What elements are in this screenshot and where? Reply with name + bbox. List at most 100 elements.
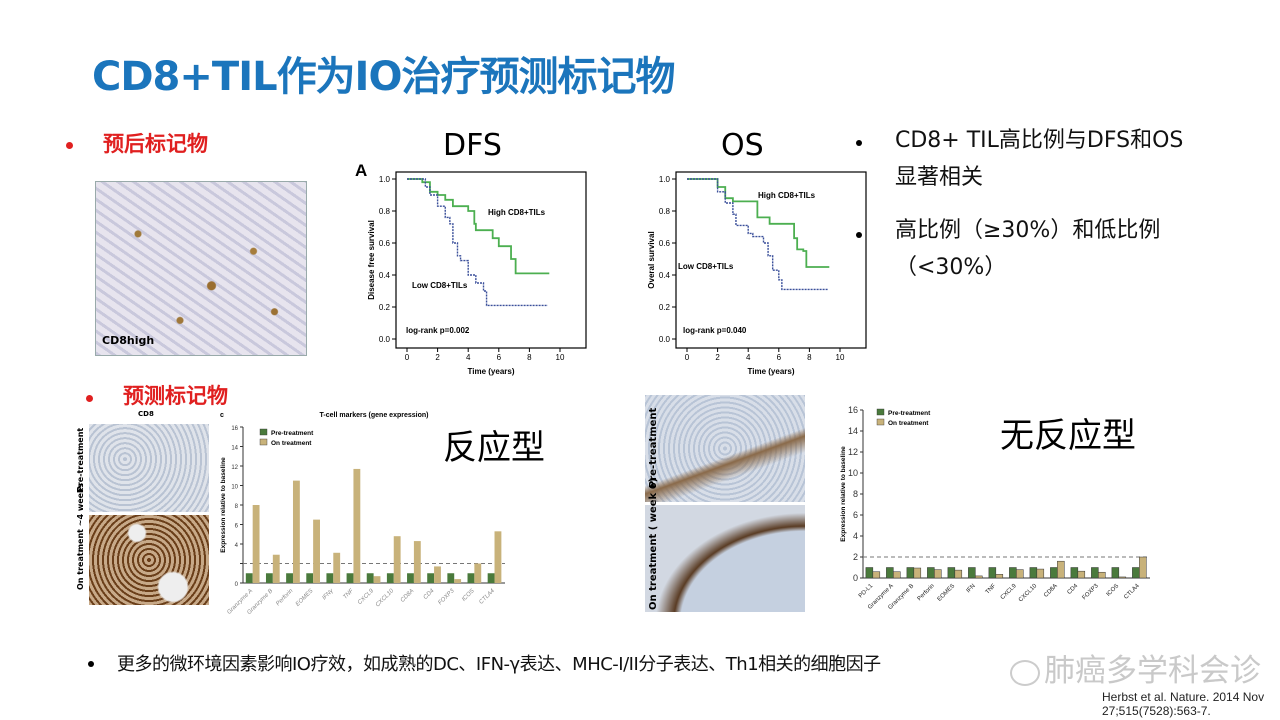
legend-label: On treatment: [271, 440, 312, 447]
ihc-image-nonresponder-pre: [645, 395, 805, 502]
y-axis-label: Disease free survival: [367, 220, 376, 300]
km-curve-low: [687, 178, 828, 291]
km-chart-os: 0.0 0.2 0.4 0.6 0.8 1.0 0 2 4 6 8 10 Time (years) Ove…: [647, 171, 867, 376]
km-chart-dfs: A 0.0 0.2 0.4 0.6 0.8 1.0 0 2 4 6 8 10 Time (years) Di…: [355, 161, 587, 376]
slide-title: CD8+TIL作为IO治疗预测标记物: [92, 54, 675, 100]
bar-on: [1016, 569, 1024, 579]
bar-pre: [346, 573, 354, 583]
bottom-bullet-text: 更多的微环境因素影响IO疗效，如成熟的DC、IFN-γ表达、MHC-I/II分子…: [117, 654, 881, 675]
x-tick-label: ICOS: [461, 588, 476, 603]
panel-label: A: [355, 161, 367, 180]
bar-pre: [386, 573, 394, 583]
y-tick-label: 0: [853, 573, 858, 583]
x-tick-label: Perforin: [917, 583, 936, 602]
y-tick-label: 1.0: [659, 175, 671, 184]
dfs-header: DFS: [443, 128, 502, 163]
y-tick-label: 14: [231, 446, 238, 452]
x-tick-label: 0: [685, 353, 690, 362]
text-line: （<30%）: [895, 255, 1007, 280]
bar-on: [454, 579, 462, 583]
bar-pre: [1070, 567, 1079, 579]
text-line: CD8+ TIL高比例与DFS和OS: [895, 128, 1184, 153]
x-tick-label: CD8A: [1043, 583, 1059, 599]
x-tick-label: PD-L1: [858, 583, 875, 600]
on-label: On treatment ~4 weeks: [76, 482, 85, 590]
y-tick-label: 8: [235, 504, 239, 510]
x-tick-label: CTLA4: [1123, 583, 1141, 601]
series-label-high: High CD8+TILs: [488, 208, 546, 217]
legend-swatch: [876, 408, 885, 416]
y-tick-label: 0.0: [659, 335, 671, 344]
watermark-text: 肺癌多学科会诊: [1044, 653, 1261, 689]
y-tick-label: 0.0: [379, 335, 391, 344]
image-label: CD8high: [102, 334, 155, 347]
bar-pre: [1050, 567, 1058, 579]
x-tick-label: 8: [527, 353, 532, 362]
bar-on: [995, 574, 1004, 579]
y-tick-label: 0.2: [659, 303, 671, 312]
x-tick-label: IFN: [966, 583, 977, 594]
bullet-dot: [856, 232, 862, 238]
bar-pre: [865, 567, 874, 579]
y-tick-label: 0.2: [379, 303, 391, 312]
bar-pre: [1091, 567, 1099, 579]
x-tick-label: FOXP3: [437, 588, 456, 607]
legend-swatch: [259, 428, 268, 436]
plot-frame: [395, 171, 587, 349]
km-curve-high: [407, 178, 550, 275]
citation: Herbst et al. Nature. 2014 Nov 27;515(75…: [1102, 690, 1265, 718]
bar-pre: [988, 567, 997, 579]
y-tick-label: 0.6: [379, 239, 391, 248]
x-tick-label: CXCL9: [1000, 583, 1018, 601]
bar-pre: [265, 573, 273, 583]
x-tick-label: 0: [405, 353, 410, 362]
x-tick-label: IFNγ: [322, 587, 336, 601]
bar-on: [1077, 570, 1086, 579]
bar-pre: [306, 573, 314, 583]
image-title: CD8: [138, 410, 154, 418]
bar-on: [893, 571, 901, 579]
x-tick-label: 6: [777, 353, 782, 362]
x-tick-label: FOXP3: [1082, 583, 1101, 602]
km-curve-low: [407, 178, 548, 307]
os-header: OS: [721, 128, 764, 163]
bar-on: [313, 519, 320, 583]
x-axis-label: Time (years): [468, 367, 515, 376]
y-tick-label: 12: [848, 447, 858, 457]
ihc-image-nonresponder-on: [645, 505, 805, 612]
section-predictive-label: 预测标记物: [123, 384, 228, 408]
bar-on: [1118, 576, 1127, 579]
section-prognostic-label: 预后标记物: [103, 132, 208, 156]
bar-pre: [286, 573, 293, 583]
bar-pre: [927, 567, 935, 579]
x-tick-label: CD4: [423, 588, 436, 601]
bar-pre: [906, 567, 915, 579]
bar-on: [252, 505, 260, 583]
y-tick-label: 10: [848, 468, 858, 478]
bar-on: [934, 569, 942, 579]
x-tick-label: 2: [715, 353, 720, 362]
x-axis-label: Time (years): [748, 367, 795, 376]
y-tick-label: 10: [231, 485, 238, 491]
bar-on: [1139, 556, 1147, 579]
bar-on: [353, 468, 361, 583]
series-label-low: Low CD8+TILs: [412, 281, 468, 290]
y-tick-label: 0.6: [659, 239, 671, 248]
y-tick-label: 0: [235, 582, 239, 588]
x-tick-label: ICOS: [1106, 583, 1121, 598]
bar-pre: [467, 573, 475, 583]
x-tick-label: CTLA4: [478, 588, 496, 606]
bar-on: [434, 566, 441, 583]
text-line: 显著相关: [895, 165, 984, 190]
bullet-dot: [88, 661, 94, 667]
x-tick-label: 6: [497, 353, 502, 362]
nonresponder-label: 无反应型: [1000, 416, 1136, 456]
y-tick-label: 1.0: [379, 175, 391, 184]
bar-pre: [487, 573, 495, 583]
y-tick-label: 6: [235, 524, 239, 530]
legend-label: Pre-treatment: [271, 430, 314, 437]
bullet-dot: [86, 395, 93, 402]
bullet-dot: [66, 142, 73, 149]
